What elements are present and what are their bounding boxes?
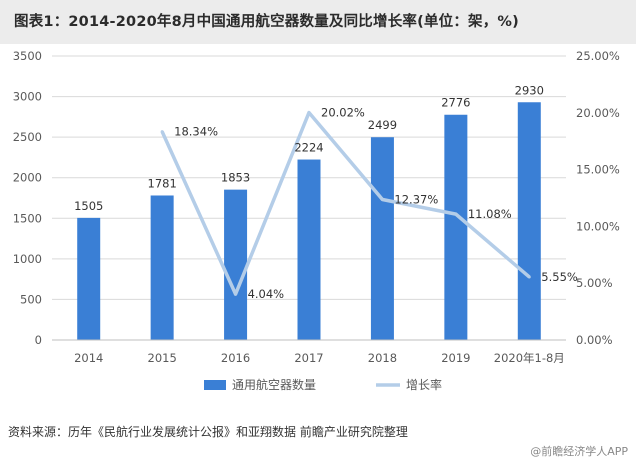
bar [297,159,321,340]
y-axis-left: 0 500 1000 1500 2000 2500 3000 3500 [13,49,42,347]
growth-rate-point [307,111,311,115]
growth-rate-label: 4.04% [248,287,285,301]
y-right-tick-label: 0.00% [576,333,613,347]
bar-value-label: 2930 [515,83,544,97]
y-right-tick-label: 20.00% [576,106,620,120]
growth-rate-point [527,275,531,279]
chart-title: 图表1：2014-2020年8月中国通用航空器数量及同比增长率(单位：架，%) [0,0,636,44]
y-left-tick-label: 3500 [13,49,42,63]
bar [444,114,468,340]
y-left-tick-label: 3000 [13,90,42,104]
y-left-tick-label: 1000 [13,252,42,266]
legend-label-line: 增长率 [406,377,442,392]
y-axis-right: 0.00% 5.00% 10.00% 15.00% 20.00% 25.00% [576,49,620,347]
legend-swatch-bar [204,380,226,390]
growth-rate-point [234,292,238,296]
y-right-tick-label: 5.00% [576,276,613,290]
x-tick-label: 2017 [294,351,323,365]
x-tick-label: 2018 [368,351,397,365]
y-left-tick-label: 2500 [13,130,42,144]
x-tick-label: 2019 [441,351,470,365]
y-right-tick-label: 25.00% [576,49,620,63]
legend: 通用航空器数量 增长率 [204,377,442,392]
bar [517,102,541,340]
bar-value-label: 1853 [221,171,250,185]
growth-rate-label: 12.37% [394,192,438,206]
growth-rate-point [380,197,384,201]
line-series [160,110,531,296]
bar-value-label: 1781 [148,176,177,190]
x-tick-label: 2020年1-8月 [494,351,565,365]
growth-rate-line [160,110,531,296]
bar-value-label: 2499 [368,118,397,132]
growth-rate-label: 18.34% [174,125,218,139]
bar-value-label: 2776 [441,96,470,110]
bar [224,189,248,340]
y-left-tick-label: 2000 [13,171,42,185]
growth-rate-point [454,212,458,216]
growth-rate-point [160,130,164,134]
y-left-tick-label: 1500 [13,211,42,225]
data-labels: 1505 1781 1853 2224 2499 2776 2930 18.34% 4.04% 2… [74,83,578,301]
y-right-tick-label: 10.00% [576,219,620,233]
growth-rate-label: 11.08% [468,207,512,221]
growth-rate-label: 5.55% [541,270,578,284]
y-right-tick-label: 15.00% [576,163,620,177]
bar-value-label: 1505 [74,199,103,213]
y-left-tick-label: 0 [35,333,42,347]
y-left-tick-label: 500 [20,292,42,306]
legend-label-bar: 通用航空器数量 [232,377,316,392]
x-tick-label: 2015 [148,351,177,365]
bar-series [77,102,541,340]
x-axis: 2014 2015 2016 2017 2018 2019 2020年1-8月 [52,339,566,365]
app-credit: @前瞻经济学人APP [530,445,628,458]
source-note: 资料来源：历年《民航行业发展统计公报》和亚翔数据 前瞻产业研究院整理 [8,425,408,439]
x-tick-label: 2014 [74,351,103,365]
bar [370,137,394,340]
bar [150,195,174,340]
bar-value-label: 2224 [294,141,323,155]
x-tick-label: 2016 [221,351,250,365]
bar [77,217,101,340]
growth-rate-label: 20.02% [321,106,365,120]
